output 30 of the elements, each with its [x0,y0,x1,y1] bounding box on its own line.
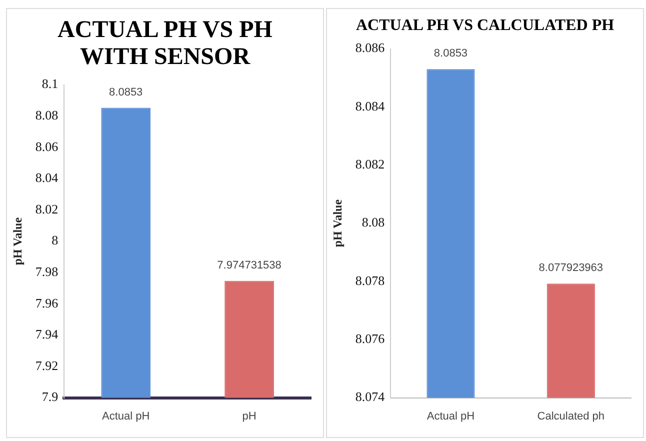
chart-title: ACTUAL PH VS CALCULATED PH [354,17,616,35]
y-axis-title: pH Value [10,216,24,266]
y-tick-label: 8.04 [35,170,59,186]
y-tick-label: 8.084 [355,98,386,114]
y-tick-label: 8.02 [35,201,58,216]
y-tick-label: 8.074 [355,389,386,404]
y-tick-label: 8.078 [355,272,385,288]
y-tick-label: 8.086 [355,40,386,56]
data-label: 7.974731538 [217,259,282,272]
y-axis-title: pH Value [330,198,344,248]
y-tick-label: 8.06 [35,138,59,154]
data-label: 8.077923963 [538,262,604,274]
y-tick-label: 7.98 [35,264,58,280]
y-tick-label: 8.1 [42,76,58,92]
data-label: 8.0853 [109,86,143,98]
y-tick-label: 8.08 [35,108,58,123]
x-tick-label: Calculated ph [537,410,605,422]
y-tick-label: 8.082 [355,156,385,172]
y-tick-label: 8.076 [355,331,386,346]
chart-title: ACTUAL PH VS PH WITH SENSOR [56,17,274,71]
x-tick-label: pH [242,410,256,422]
y-tick-label: 7.9 [42,389,58,404]
y-tick-label: 7.96 [35,295,59,310]
y-tick-label: 8.08 [362,214,385,230]
y-tick-label: 8 [52,232,58,248]
data-label: 8.0853 [434,48,468,60]
x-tick-label: Actual pH [102,410,150,422]
y-tick-label: 7.94 [35,326,59,342]
x-tick-label: Actual pH [426,410,475,422]
y-tick-label: 7.92 [35,358,58,373]
